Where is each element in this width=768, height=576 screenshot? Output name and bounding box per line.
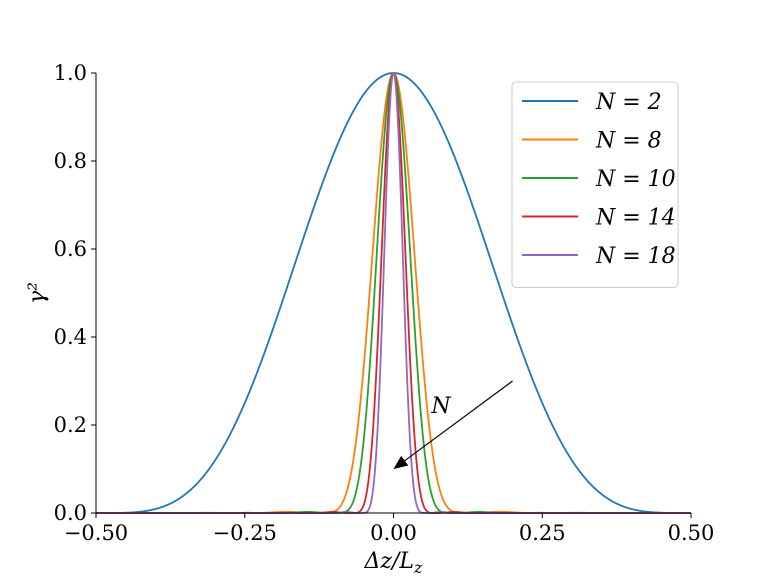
annotation-layer: N xyxy=(393,380,513,469)
y-tick-label: 0.0 xyxy=(54,501,87,525)
annotation-arrow-head xyxy=(393,455,409,469)
x-tick-label: 0.00 xyxy=(370,521,417,545)
y-axis-label: γ² xyxy=(25,282,50,304)
legend-label-n14: N = 14 xyxy=(595,206,676,231)
y-tick-label: 0.8 xyxy=(54,149,87,173)
x-tick-label: −0.50 xyxy=(64,521,128,545)
y-tick-label: 0.2 xyxy=(54,413,87,437)
x-tick-label: −0.25 xyxy=(213,521,277,545)
y-tick-label: 1.0 xyxy=(54,61,87,85)
axes-layer: −0.50 −0.25 0.00 0.25 0.50 0.0 0.2 0.4 0.6 0.8 1.0… xyxy=(25,61,714,576)
legend-box xyxy=(511,81,679,288)
x-axis-label: Δz/Lz xyxy=(364,549,424,576)
annotation-label: N xyxy=(430,394,451,419)
y-tick-label: 0.6 xyxy=(54,237,87,261)
legend-label-n10: N = 10 xyxy=(595,167,676,192)
x-tick-label: 0.50 xyxy=(668,521,715,545)
legend-label-n2: N = 2 xyxy=(595,90,662,115)
legend-label-n8: N = 8 xyxy=(595,129,662,154)
annotation-arrow-shaft xyxy=(404,380,513,462)
legend-label-n18: N = 18 xyxy=(595,244,676,269)
y-tick-label: 0.4 xyxy=(54,325,87,349)
legend: N = 2 N = 8 N = 10 N = 14 N = 18 xyxy=(511,81,679,288)
x-tick-label: 0.25 xyxy=(519,521,566,545)
